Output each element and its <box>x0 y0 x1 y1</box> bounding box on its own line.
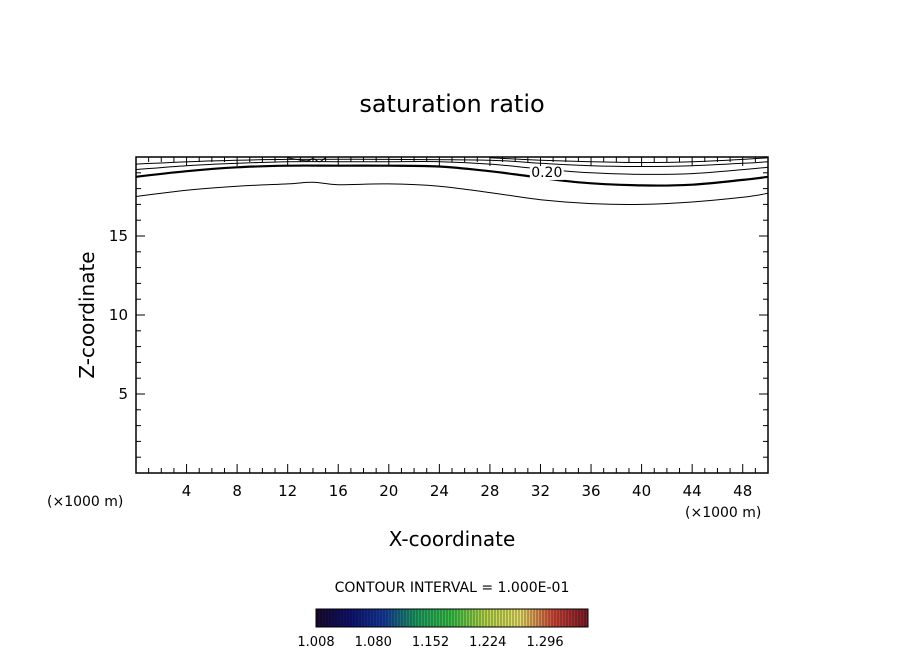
x-tick-label: 28 <box>480 482 499 500</box>
contour-label-bg <box>529 164 564 180</box>
x-tick-label: 36 <box>581 482 600 500</box>
x-tick-label: 20 <box>379 482 398 500</box>
y-tick-label: 10 <box>109 306 128 324</box>
y-tick-label: 15 <box>109 227 128 245</box>
contour-interval-text: CONTOUR INTERVAL = 1.000E-01 <box>335 580 570 596</box>
x-unit-label-left: (×1000 m) <box>47 494 123 510</box>
contour-label: 0.20 <box>531 165 562 181</box>
colorbar-tick-label: 1.152 <box>412 635 449 650</box>
plot-frame <box>135 156 769 474</box>
x-tick-label: 12 <box>278 482 297 500</box>
colorbar: 1.008 1.080 1.152 1.224 1.296 <box>297 608 589 650</box>
contour-line <box>135 181 769 206</box>
y-tick-label: 5 <box>118 385 128 403</box>
x-tick-label: 48 <box>733 482 752 500</box>
contour-labels: 0.20 <box>529 164 564 181</box>
x-tick-label: 4 <box>182 482 192 500</box>
x-tick-label: 16 <box>329 482 348 500</box>
colorbar-tick-labels: 1.008 1.080 1.152 1.224 1.296 <box>297 635 563 650</box>
contour-line <box>135 161 769 175</box>
x-tick-label: 8 <box>232 482 242 500</box>
x-unit-label-right: (×1000 m) <box>685 505 761 521</box>
x-tick-label: 44 <box>683 482 702 500</box>
contour-line <box>135 164 769 187</box>
colorbar-tick-label: 1.296 <box>526 635 563 650</box>
colorbar-tick-label: 1.224 <box>469 635 506 650</box>
colorbar-tick-label: 1.080 <box>355 635 392 650</box>
x-tick-label: 24 <box>430 482 449 500</box>
contour-line <box>135 158 769 168</box>
y-axis-ticks: 5 10 15 <box>109 172 768 458</box>
contour-lines <box>135 157 769 206</box>
chart-title: saturation ratio <box>359 90 544 118</box>
x-tick-label: 32 <box>531 482 550 500</box>
colorbar-tick-label: 1.008 <box>297 635 334 650</box>
x-tick-label: 40 <box>632 482 651 500</box>
colorbar-stripes <box>317 609 586 627</box>
y-axis-label: Z-coordinate <box>75 251 99 378</box>
x-axis-label: X-coordinate <box>389 527 516 551</box>
x-axis-ticks: 4 8 12 16 20 24 28 32 36 40 44 48 <box>148 157 756 500</box>
